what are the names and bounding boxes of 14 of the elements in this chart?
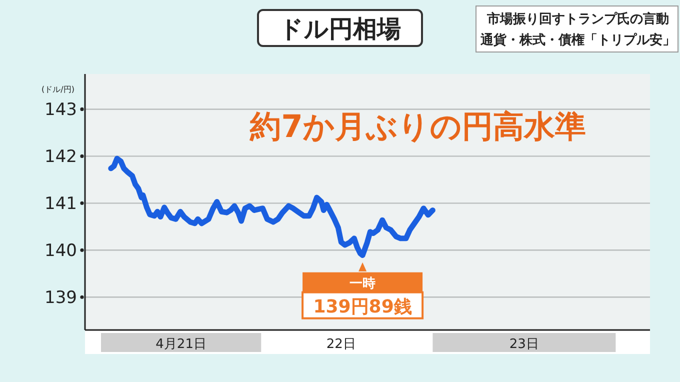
x-tick-label: 23日 [509, 337, 539, 352]
y-tick-label: 143 [44, 100, 77, 120]
x-tick-label: 22日 [326, 337, 356, 352]
y-axis-title: (ドル/円) [42, 85, 74, 94]
text: 通貨・株式・債権「トリプル安」 [480, 32, 676, 48]
y-tick-label: 142 [44, 147, 77, 168]
y-tick-label: 140 [44, 241, 77, 262]
x-tick-label: 4月21日 [156, 337, 206, 352]
annotation: 約7か月ぶりの円高水準 [249, 109, 586, 145]
annotation: 一時 139円89銭 [313, 276, 412, 318]
text: 市場振り回すトランプ氏の言動 [486, 11, 669, 27]
y-tick-label: 139 [44, 288, 77, 308]
chart-title: ドル円相場 [279, 15, 401, 43]
y-tick-label: 141 [44, 194, 77, 214]
